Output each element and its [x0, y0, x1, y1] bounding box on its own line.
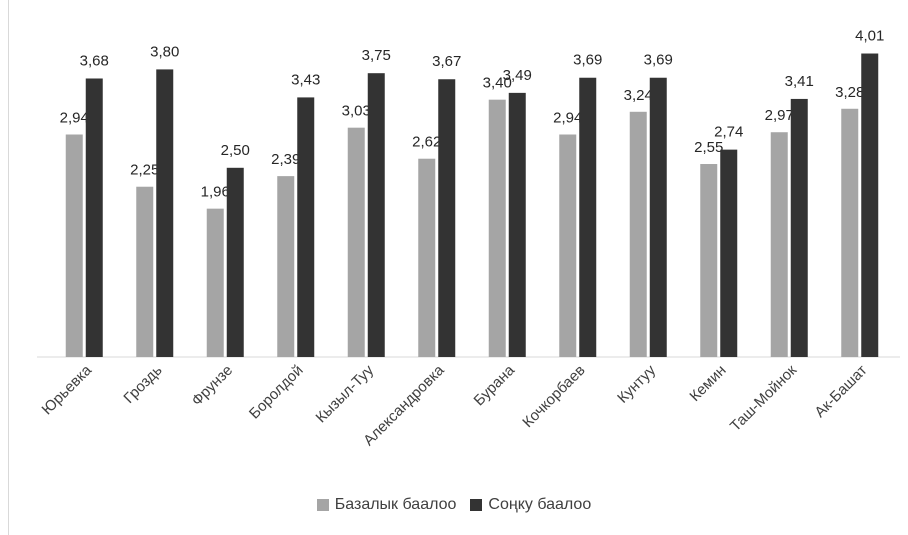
bar-final-3 [297, 97, 315, 357]
x-tick-label-6: Бурана [471, 361, 519, 409]
bar-baseline-11 [841, 108, 859, 357]
data-label-baseline-0: 2,94 [60, 109, 89, 126]
data-label-final-1: 3,80 [150, 43, 179, 60]
bar-final-6 [508, 92, 526, 357]
bar-final-4 [367, 73, 385, 358]
x-tick-label-1: Гроздь [120, 362, 165, 407]
x-tick-label-10: Таш-Мойнок [727, 362, 800, 435]
bar-final-1 [156, 69, 174, 357]
data-label-baseline-10: 2,97 [765, 107, 794, 124]
bar-baseline-10 [770, 132, 788, 357]
x-tick-label-7: Кочкорбаев [519, 362, 588, 431]
data-label-final-2: 2,50 [221, 142, 250, 159]
data-label-baseline-7: 2,94 [553, 109, 582, 126]
x-tick-label-3: Боролдой [246, 362, 307, 423]
data-label-final-10: 3,41 [785, 73, 814, 90]
data-label-baseline-4: 3,03 [342, 103, 371, 120]
bar-final-5 [438, 79, 456, 357]
data-label-final-4: 3,75 [362, 47, 391, 64]
bar-baseline-9 [700, 164, 718, 357]
data-label-final-7: 3,69 [573, 52, 602, 69]
bar-baseline-4 [347, 127, 365, 358]
bar-baseline-3 [277, 176, 295, 357]
chart-border-left [8, 0, 9, 535]
legend-item-baseline: Базалык баалоо [316, 496, 457, 514]
legend-item-final: Соңку баалоо [470, 496, 591, 514]
bar-baseline-6 [488, 99, 506, 357]
bar-baseline-8 [629, 111, 647, 357]
x-tick-label-8: Кунтуу [614, 361, 659, 406]
bar-final-2 [226, 167, 244, 357]
legend-swatch-baseline [316, 499, 329, 511]
bar-baseline-5 [418, 158, 436, 357]
x-tick-label-11: Ак-Башат [811, 362, 870, 421]
data-label-final-8: 3,69 [644, 52, 673, 69]
legend-label-baseline: Базалык баалоо [334, 496, 457, 513]
bar-final-7 [579, 77, 597, 357]
bar-baseline-1 [136, 186, 154, 357]
data-label-final-3: 3,43 [291, 71, 320, 88]
bar-final-0 [85, 78, 103, 357]
data-label-baseline-11: 3,28 [835, 84, 864, 101]
bar-final-9 [720, 149, 738, 357]
x-tick-label-0: Юрьевка [39, 361, 96, 418]
data-label-baseline-1: 2,25 [130, 162, 159, 179]
data-label-baseline-5: 2,62 [412, 134, 441, 151]
bar-baseline-7 [559, 134, 577, 357]
data-label-baseline-6: 3,40 [483, 75, 512, 92]
data-label-final-9: 2,74 [714, 124, 743, 141]
data-label-final-0: 3,68 [80, 52, 109, 69]
data-label-baseline-3: 2,39 [271, 151, 300, 168]
bar-baseline-2 [206, 208, 224, 357]
x-tick-label-4: Кызыл-Туу [313, 361, 378, 426]
x-tick-label-9: Кемин [686, 362, 729, 405]
data-label-final-5: 3,67 [432, 53, 461, 70]
bar-final-10 [790, 98, 808, 358]
bar-final-8 [649, 77, 667, 357]
bar-final-11 [861, 53, 879, 358]
x-tick-label-2: Фрунзе [188, 362, 236, 410]
legend-swatch-final [470, 499, 483, 511]
bar-baseline-0 [65, 134, 83, 357]
data-label-final-6: 3,49 [503, 67, 532, 84]
data-label-baseline-8: 3,24 [624, 87, 653, 104]
legend-label-final: Соңку баалоо [488, 496, 592, 513]
legend: Базалык баалоо Соңку баалоо [0, 496, 908, 514]
data-label-baseline-2: 1,96 [201, 184, 230, 201]
data-label-final-11: 4,01 [855, 28, 884, 45]
data-label-baseline-9: 2,55 [694, 139, 723, 156]
